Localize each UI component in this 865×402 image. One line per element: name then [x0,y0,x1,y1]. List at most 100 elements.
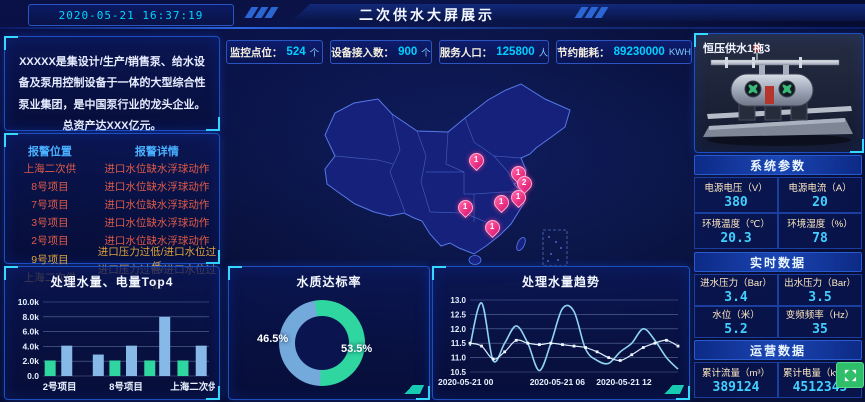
data-cell: 进水压力（Bar） 3.4 [694,274,778,306]
alarm-location: 9号项目 [31,253,69,266]
kpi-row: 监控点位： 524 个 设备接入数： 900 个 服务人口： 125800 人 … [226,40,692,64]
data-cell: 环境湿度（%） 78 [778,213,862,249]
alarm-location: 上海二次供 [23,162,77,175]
kpi-label: 设备接入数： [331,46,395,59]
kpi-chip: 服务人口： 125800 人 [438,40,550,64]
donut-chart [279,300,365,386]
system-params-grid: 电源电压（V） 380 电源电流（A） 20 环境温度（℃） 20.3 环境湿度… [694,177,862,249]
data-cell: 电源电流（A） 20 [778,177,862,213]
kpi-value: 125800 [496,46,535,58]
alarm-location: 8号项目 [31,180,69,193]
svg-text:13.0: 13.0 [450,296,466,305]
section-realtime: 实时数据 [694,252,862,272]
data-cell: 环境温度（℃） 20.3 [694,213,778,249]
cell-value: 3.5 [808,290,832,305]
alarm-detail: 进口水位缺水浮球动作 [104,198,210,211]
alarm-detail: 进口水位缺水浮球动作 [104,180,210,193]
bar-chart-title: 处理水量、电量Top4 [50,275,174,289]
corner-decoration [655,385,685,394]
map-marker-count: 2 [521,178,526,188]
cell-label: 电源电流（A） [788,183,852,194]
kpi-chip: 设备接入数： 900 个 [330,40,432,64]
cell-label: 电源电压（V） [704,183,768,194]
cell-label: 变频频率（Hz） [785,310,855,321]
page-title: 二次供水大屏展示 [359,7,495,23]
data-cell: 电源电压（V） 380 [694,177,778,213]
cell-label: 出水压力（Bar） [784,278,856,289]
svg-text:8号项目: 8号项目 [109,382,143,393]
datetime-display: 2020-05-21 16:37:19 [28,4,234,26]
kpi-unit: 个 [309,48,320,59]
svg-text:11.5: 11.5 [451,339,467,348]
data-cell: 出水压力（Bar） 3.5 [778,274,862,306]
kpi-chip: 节约能耗： 89230000 KWH [556,40,692,64]
cell-label: 水位（米） [712,310,760,321]
cell-value: 389124 [712,380,760,395]
cell-value: 380 [724,195,748,210]
kpi-unit: 人 [538,48,549,59]
south-china-sea-inset [542,229,568,267]
map-marker-count: 1 [515,192,520,202]
kpi-label: 服务人口： [439,46,493,59]
data-cell: 变频频率（Hz） 35 [778,306,862,338]
alarm-row: 8号项目 进口水位缺水浮球动作 [5,177,219,195]
donut-panel: 水质达标率 46.5% 53.5% [228,266,430,400]
header-divider [0,27,865,29]
expand-arrows-icon [844,369,856,381]
cell-value: 4512345 [792,380,848,395]
section-operations: 运营数据 [694,340,862,360]
alarm-col-location: 报警位置 [27,146,72,158]
data-cell: 累计流量（m³） 389124 [694,362,778,398]
alarm-row: 上海二次供 进口水位缺水浮球动作 [5,159,219,177]
map-marker-count: 1 [462,202,467,212]
china-map-svg [324,83,571,267]
cell-label: 环境湿度（%） [787,219,853,230]
svg-text:8.0k: 8.0k [22,312,39,322]
alarm-location: 7号项目 [31,198,69,211]
kpi-label: 监控点位： [229,46,283,59]
svg-text:12.0: 12.0 [450,325,466,334]
svg-text:12.5: 12.5 [450,310,466,319]
alarm-location: 3号项目 [31,217,69,230]
hainan-island [468,255,482,265]
svg-text:2020-05-21 06: 2020-05-21 06 [530,377,586,387]
cell-label: 累计流量（m³） [701,368,771,379]
kpi-unit: 个 [421,48,431,59]
svg-text:4.0k: 4.0k [22,341,39,351]
cell-value: 78 [812,231,828,246]
bar-chart-panel: 处理水量、电量Top4 10.0k 8.0k 6.0k 4.0k 2.0k 0.0 2号项目… [4,266,220,400]
china-mainland-shape [324,83,571,255]
alarm-detail: 进口水位缺水浮球动作 [104,235,210,248]
taiwan-island [516,237,526,251]
alarm-row: 3号项目 进口水位缺水浮球动作 [5,214,219,232]
header-stripes-right [574,7,609,18]
alarm-col-detail: 报警详情 [134,146,179,158]
cell-label: 进水压力（Bar） [700,278,772,289]
svg-text:2020-05-21 12: 2020-05-21 12 [596,377,652,387]
alarm-row: 7号项目 进口水位缺水浮球动作 [5,195,219,213]
map-marker-count: 1 [473,155,478,165]
svg-text:2号项目: 2号项目 [43,382,77,393]
cell-value: 5.2 [724,322,748,337]
svg-text:6.0k: 6.0k [22,327,39,337]
svg-text:0.0: 0.0 [27,371,39,381]
cell-value: 3.4 [724,290,748,305]
alarm-detail: 进口水位缺水浮球动作 [104,162,210,175]
data-cell: 水位（米） 5.2 [694,306,778,338]
svg-text:2.0k: 2.0k [22,356,39,366]
cell-value: 20 [812,195,828,210]
alarm-row: 2号项目 进口水位缺水浮球动作 [5,232,219,250]
equipment-title: 恒压供水1拖3 [703,43,771,55]
bar-chart: 10.0k 8.0k 6.0k 4.0k 2.0k 0.0 2号项目 8号项目 上海二次供 [18,297,215,393]
svg-text:10.0k: 10.0k [18,297,40,307]
alarm-panel: 报警位置 报警详情 上海二次供 进口水位缺水浮球动作 8号项目 进口水位缺水浮球… [4,133,220,291]
donut-title: 水质达标率 [296,275,362,289]
line-chart-panel: 处理水量趋势 13.0 12.5 12.0 11.5 11.0 10.5 2020-05-2… [432,266,690,400]
section-system-params: 系统参数 [694,155,862,175]
cell-label: 环境温度（℃） [702,219,770,230]
kpi-value: 900 [398,46,418,58]
china-map: 1 1 2 1 1 1 1 [278,72,688,268]
fullscreen-button[interactable] [836,362,864,388]
